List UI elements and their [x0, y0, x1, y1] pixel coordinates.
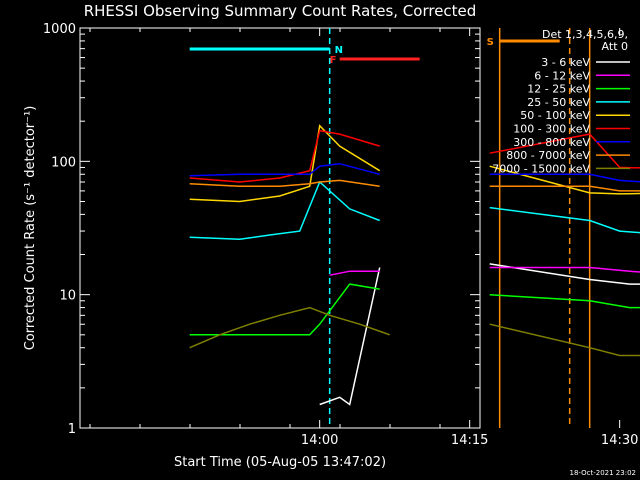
series-line [489, 323, 640, 357]
flag-label: S [487, 37, 494, 48]
legend-entry-label: 12 - 25 keV [527, 83, 590, 96]
legend-entry-label: 7000 - 15000 keV [492, 162, 590, 175]
series-line [189, 162, 380, 177]
legend-entry-label: 300 - 800 keV [513, 136, 590, 149]
x-tick-label: 14:00 [301, 433, 338, 448]
y-tick-label: 100 [51, 155, 76, 170]
y-tick-label: 1 [68, 422, 76, 437]
marker-lines [328, 28, 591, 428]
series-lines [189, 124, 640, 406]
series-line [189, 306, 390, 349]
y-tick-label: 1000 [43, 22, 76, 37]
flag-label: F [330, 55, 337, 66]
chart-title: RHESSI Observing Summary Count Rates, Co… [84, 2, 477, 20]
x-tick-label: 14:15 [451, 433, 488, 448]
footer-timestamp: 18-Oct-2021 23:02 [570, 469, 636, 477]
legend-entry-label: 6 - 12 keV [534, 69, 590, 82]
legend-entry-label: 800 - 7000 keV [506, 149, 590, 162]
series-line [489, 206, 640, 234]
flag-label: N [335, 45, 343, 56]
y-axis-ticks: 1 10 100 1000 [43, 22, 480, 437]
x-tick-label: 14:30 [601, 433, 638, 448]
legend-entry-label: 3 - 6 keV [541, 56, 590, 69]
legend-entry-label: 25 - 50 keV [527, 96, 590, 109]
series-line [189, 179, 380, 188]
legend-header: Att 0 [602, 40, 628, 53]
series-line [189, 129, 380, 183]
series-line [489, 173, 640, 183]
legend-header: Det 1,3,4,5,6,9, [542, 28, 628, 41]
series-line [489, 133, 640, 169]
series-line [189, 180, 380, 241]
series-line [489, 263, 640, 285]
series-line [329, 270, 380, 276]
x-axis-label: Start Time (05-Aug-05 13:47:02) [174, 455, 386, 470]
plot-frame [79, 27, 481, 429]
observing-flags: NF S [189, 37, 560, 66]
legend-entry-label: 50 - 100 keV [520, 109, 590, 122]
series-line [319, 267, 381, 406]
series-line [189, 124, 381, 203]
series-line [189, 283, 380, 336]
series-line [489, 185, 640, 192]
y-tick-label: 10 [59, 289, 76, 304]
y-axis-label: Corrected Count Rate (s⁻¹ detector⁻¹) [23, 106, 38, 351]
legend-entry-label: 100 - 300 keV [513, 123, 590, 136]
series-line [489, 165, 640, 195]
